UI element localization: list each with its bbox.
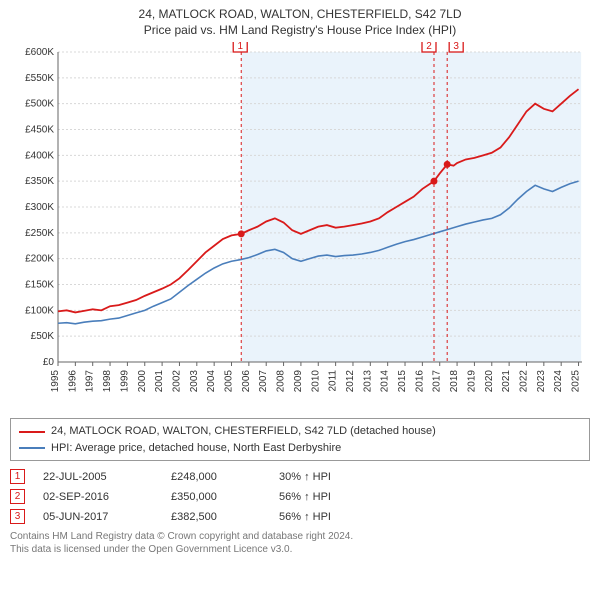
svg-text:1: 1 — [237, 42, 243, 52]
svg-text:£50K: £50K — [31, 332, 55, 343]
footer-line2: This data is licensed under the Open Gov… — [10, 543, 590, 556]
sale-date: 22-JUL-2005 — [43, 471, 153, 483]
svg-text:2020: 2020 — [484, 370, 495, 393]
legend-row-hpi: HPI: Average price, detached house, Nort… — [19, 440, 581, 457]
chart-area: £0 £50K £100K £150K £200K £250K £300K £350K £400… — [10, 42, 590, 412]
svg-text:2022: 2022 — [518, 370, 529, 393]
svg-text:£150K: £150K — [25, 280, 54, 291]
line-chart: £0 £50K £100K £150K £200K £250K £300K £350K £400… — [10, 42, 590, 412]
svg-text:2009: 2009 — [293, 370, 304, 393]
svg-text:£600K: £600K — [25, 47, 54, 58]
chart-title: 24, MATLOCK ROAD, WALTON, CHESTERFIELD, … — [10, 6, 590, 38]
svg-text:2025: 2025 — [571, 370, 582, 393]
svg-text:£550K: £550K — [25, 73, 54, 84]
svg-text:2006: 2006 — [241, 370, 252, 393]
footer: Contains HM Land Registry data © Crown c… — [10, 530, 590, 556]
svg-text:£250K: £250K — [25, 228, 54, 239]
title-line1: 24, MATLOCK ROAD, WALTON, CHESTERFIELD, … — [10, 6, 590, 22]
sale-row: 2 02-SEP-2016 £350,000 56% ↑ HPI — [10, 489, 590, 504]
sale-pct: 56% ↑ HPI — [279, 511, 331, 523]
svg-text:£300K: £300K — [25, 202, 54, 213]
sale-row: 3 05-JUN-2017 £382,500 56% ↑ HPI — [10, 509, 590, 524]
svg-text:2013: 2013 — [362, 370, 373, 393]
sale-price: £350,000 — [171, 491, 261, 503]
sale-marker: 1 — [10, 469, 25, 484]
title-line2: Price paid vs. HM Land Registry's House … — [10, 22, 590, 38]
svg-text:£400K: £400K — [25, 151, 54, 162]
svg-text:2002: 2002 — [171, 370, 182, 393]
svg-text:1995: 1995 — [50, 370, 61, 393]
svg-text:2014: 2014 — [380, 370, 391, 393]
sale-price: £382,500 — [171, 511, 261, 523]
svg-text:3: 3 — [453, 42, 459, 52]
svg-text:2004: 2004 — [206, 370, 217, 393]
svg-text:2015: 2015 — [397, 370, 408, 393]
svg-text:2018: 2018 — [449, 370, 460, 393]
legend-label-property: 24, MATLOCK ROAD, WALTON, CHESTERFIELD, … — [51, 423, 436, 440]
legend-row-property: 24, MATLOCK ROAD, WALTON, CHESTERFIELD, … — [19, 423, 581, 440]
svg-text:£450K: £450K — [25, 125, 54, 136]
legend-label-hpi: HPI: Average price, detached house, Nort… — [51, 440, 341, 457]
svg-text:2011: 2011 — [328, 370, 339, 392]
svg-text:1998: 1998 — [102, 370, 113, 393]
svg-text:£500K: £500K — [25, 99, 54, 110]
svg-text:2024: 2024 — [553, 370, 564, 393]
svg-text:1999: 1999 — [119, 370, 130, 393]
svg-text:2005: 2005 — [224, 370, 235, 393]
svg-text:1996: 1996 — [67, 370, 78, 393]
svg-text:1997: 1997 — [85, 370, 96, 393]
svg-text:2000: 2000 — [137, 370, 148, 393]
svg-text:2023: 2023 — [536, 370, 547, 393]
sale-pct: 30% ↑ HPI — [279, 471, 331, 483]
svg-text:£350K: £350K — [25, 177, 54, 188]
svg-text:£100K: £100K — [25, 306, 54, 317]
svg-text:2001: 2001 — [154, 370, 165, 393]
svg-text:2007: 2007 — [258, 370, 269, 393]
sale-pct: 56% ↑ HPI — [279, 491, 331, 503]
legend-swatch-hpi — [19, 447, 45, 449]
svg-text:2008: 2008 — [276, 370, 287, 393]
svg-text:2016: 2016 — [414, 370, 425, 393]
svg-text:2012: 2012 — [345, 370, 356, 393]
svg-text:2017: 2017 — [432, 370, 443, 393]
legend: 24, MATLOCK ROAD, WALTON, CHESTERFIELD, … — [10, 418, 590, 461]
svg-text:2019: 2019 — [466, 370, 477, 393]
svg-text:2021: 2021 — [501, 370, 512, 393]
sale-price: £248,000 — [171, 471, 261, 483]
sales-table: 1 22-JUL-2005 £248,000 30% ↑ HPI 2 02-SEP-201… — [10, 469, 590, 524]
legend-swatch-property — [19, 431, 45, 433]
sale-date: 05-JUN-2017 — [43, 511, 153, 523]
sale-marker: 2 — [10, 489, 25, 504]
svg-text:2003: 2003 — [189, 370, 200, 393]
sale-date: 02-SEP-2016 — [43, 491, 153, 503]
svg-text:2010: 2010 — [310, 370, 321, 393]
sale-row: 1 22-JUL-2005 £248,000 30% ↑ HPI — [10, 469, 590, 484]
svg-text:£200K: £200K — [25, 254, 54, 265]
sale-marker: 3 — [10, 509, 25, 524]
svg-text:£0: £0 — [43, 357, 55, 368]
footer-line1: Contains HM Land Registry data © Crown c… — [10, 530, 590, 543]
svg-text:2: 2 — [426, 42, 432, 52]
